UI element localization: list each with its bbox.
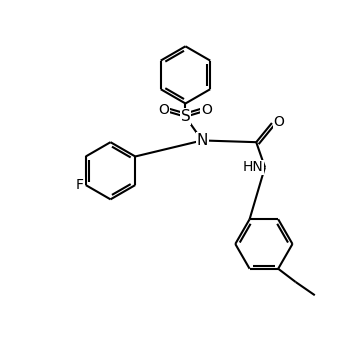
- Text: O: O: [159, 103, 169, 118]
- Text: O: O: [274, 115, 285, 129]
- Text: N: N: [196, 133, 208, 148]
- Text: O: O: [201, 103, 212, 118]
- Text: S: S: [181, 109, 190, 124]
- Text: F: F: [76, 178, 84, 192]
- Text: HN: HN: [243, 160, 263, 174]
